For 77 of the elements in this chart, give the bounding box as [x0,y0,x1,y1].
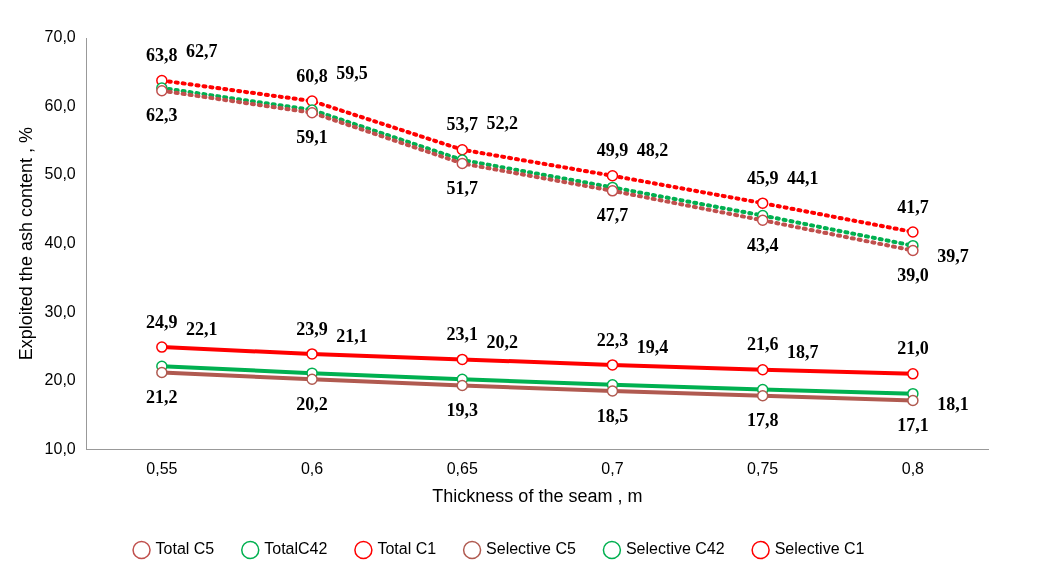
data-label: 17,1 [897,415,929,436]
data-label: 39,0 [897,265,929,286]
y-tick-label: 60,0 [44,96,76,114]
y-axis-title: Exploited the ash content , % [15,127,36,361]
legend-label: Total C1 [377,540,437,558]
data-label: 51,7 [446,178,479,199]
data-label: 23,9 [296,318,328,339]
point [456,379,469,392]
point [456,143,469,156]
data-label: 18,5 [596,405,629,426]
data-label: 63,8 [146,45,178,66]
data-label: 48,2 [636,140,669,161]
point [456,353,469,366]
data-label: 21,1 [336,325,368,346]
y-tick-label: 10,0 [44,439,76,457]
y-tick-label: 20,0 [44,371,76,389]
data-label: 19,3 [446,400,479,421]
point [907,394,919,407]
point [907,368,919,380]
data-label: 22,1 [186,318,218,339]
data-label: 18,7 [786,342,819,363]
legend-label: Selective C1 [774,540,865,558]
x-tick-label: 0,8 [901,460,925,478]
point [156,366,168,379]
x-tick-label: 0,65 [446,460,478,478]
y-tick-label: 50,0 [44,165,76,183]
x-tick-label: 0,6 [300,460,324,478]
point [456,157,469,170]
y-tick-label: 70,0 [44,28,76,46]
data-label: 52,2 [486,112,519,133]
legend-label: Total C5 [155,540,215,558]
data-label: 20,2 [296,393,328,414]
data-label: 19,4 [636,337,669,358]
x-tick-label: 0,7 [601,460,624,478]
data-label: 47,7 [596,205,629,226]
data-label: 23,1 [446,324,479,345]
point [907,226,919,238]
y-tick-label: 40,0 [44,234,76,252]
data-label: 22,3 [596,329,629,350]
point [756,197,769,209]
point [606,385,619,397]
data-label: 41,7 [897,196,929,217]
data-label: 21,2 [146,387,178,408]
legend-label: Selective C42 [625,540,725,558]
data-label: 53,7 [446,114,479,135]
data-label: 49,9 [596,140,629,161]
point [156,341,168,353]
x-tick-label: 0,55 [146,460,178,478]
data-label: 24,9 [146,311,178,332]
point [606,185,619,197]
legend-label: TotalC42 [264,540,328,558]
data-label: 20,2 [486,331,519,352]
point [606,170,619,182]
data-label: 44,1 [786,168,819,189]
y-tick-label: 30,0 [44,302,76,320]
legend-label: Selective C5 [486,540,577,558]
point [606,359,619,371]
data-label: 59,5 [336,62,368,83]
data-label: 45,9 [746,167,779,188]
x-tick-label: 0,75 [747,460,779,478]
data-label: 21,0 [897,338,929,359]
data-label: 62,3 [146,105,178,126]
data-label: 17,8 [746,410,779,431]
point [306,348,318,360]
point [756,363,769,376]
data-label: 39,7 [937,246,969,267]
point [756,214,769,227]
x-axis-title: Thickness of the seam , m [432,486,643,507]
data-label: 62,7 [186,40,218,61]
point [756,389,769,402]
data-label: 59,1 [296,127,328,148]
data-label: 43,4 [746,234,779,255]
data-label: 21,6 [746,334,779,355]
point [907,244,919,257]
data-label: 18,1 [937,394,969,415]
point [306,373,318,386]
data-label: 60,8 [296,65,328,86]
